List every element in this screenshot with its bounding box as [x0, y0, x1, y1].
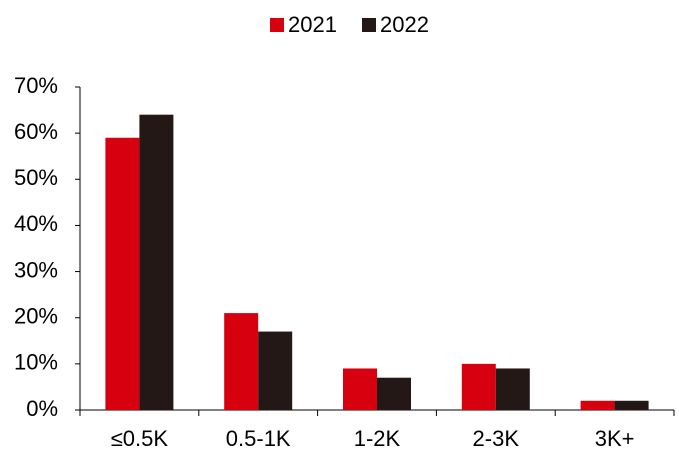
bar [614, 400, 649, 410]
legend-swatch [362, 18, 376, 32]
x-tick-label: ≤0.5K [111, 426, 169, 451]
x-tick-label: 1-2K [354, 426, 401, 451]
bar [224, 313, 259, 410]
y-tick-label: 50% [14, 165, 58, 190]
bar [580, 400, 615, 410]
y-tick-label: 20% [14, 304, 58, 329]
bar [461, 363, 496, 410]
bar [258, 331, 293, 410]
y-tick-label: 60% [14, 119, 58, 144]
bar [105, 137, 140, 410]
x-tick-label: 3K+ [595, 426, 635, 451]
y-tick-label: 10% [14, 350, 58, 375]
x-tick-label: 0.5-1K [226, 426, 291, 451]
legend-swatch [270, 18, 284, 32]
y-tick-label: 70% [14, 73, 58, 98]
legend-label: 2021 [288, 12, 337, 37]
y-tick-label: 30% [14, 257, 58, 282]
y-tick-label: 40% [14, 211, 58, 236]
legend-label: 2022 [380, 12, 429, 37]
bar [139, 114, 174, 410]
bar [495, 368, 530, 410]
bar [343, 368, 377, 410]
y-tick-label: 0% [26, 396, 58, 421]
bar [377, 377, 411, 410]
x-tick-label: 2-3K [473, 426, 520, 451]
